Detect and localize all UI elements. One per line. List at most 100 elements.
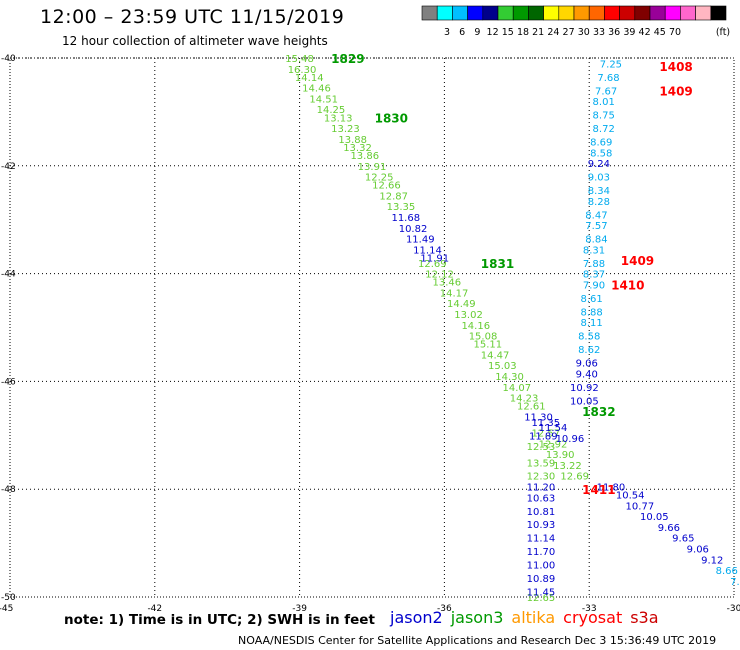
wave-height-value: 13.35	[387, 202, 416, 213]
wave-height-value: 14.30	[495, 372, 524, 383]
wave-height-value: 13.86	[350, 151, 379, 162]
chart-title: 12:00 – 23:59 UTC 11/15/2019	[40, 6, 345, 28]
x-tick-label: -45	[0, 604, 13, 612]
wave-height-value: 13.13	[324, 113, 353, 124]
pass-time-label: 1829	[331, 52, 364, 66]
color-scale-label: 12	[487, 27, 499, 38]
wave-height-value: 13.59	[527, 458, 556, 469]
wave-height-value: 15.08	[469, 332, 498, 343]
wave-height-value: 10.96	[556, 434, 585, 445]
wave-height-value: 8.37	[583, 270, 605, 281]
wave-height-value: 14.14	[295, 73, 324, 84]
wave-height-value: 7.68	[597, 73, 619, 84]
legend-cryosat: cryosat	[563, 608, 623, 627]
wave-height-value: 8.58	[578, 332, 600, 343]
wave-height-value: 10.81	[527, 507, 556, 518]
pass-time-label: 1411	[582, 483, 615, 497]
wave-height-value: 14.51	[309, 94, 338, 105]
wave-height-value: 14.23	[510, 394, 539, 405]
wave-height-value: 11.00	[527, 561, 556, 572]
wave-height-value: 12.69	[560, 472, 589, 483]
wave-height-value: 11.35	[531, 418, 560, 429]
plot-area: -45 -42 -39 -36 -33 -30 -40 -42 -44 -46 -48 -50 15.4…	[0, 52, 740, 612]
wave-height-value: 7.67	[730, 577, 740, 588]
color-scale-bar: 3 6 9 12 15 18 21 24 27 30 33 36 39 42 45 70 (ft)	[421, 5, 730, 38]
color-scale-label: 33	[593, 27, 605, 38]
color-scale-label: 3	[444, 27, 450, 38]
y-tick-label: -48	[1, 485, 16, 495]
wave-height-value: 12.92	[539, 439, 568, 450]
wave-height-value: 15.48	[285, 54, 314, 65]
wave-height-value: 11.68	[391, 213, 420, 224]
color-scale-label: 6	[459, 27, 465, 38]
wave-height-value: 11.70	[527, 547, 556, 558]
wave-height-value: 11.45	[527, 588, 556, 599]
wave-height-value: 8.61	[580, 294, 602, 305]
wave-height-value: 11.49	[406, 235, 435, 246]
color-scale-label: 39	[623, 27, 635, 38]
wave-height-value: 10.54	[616, 491, 645, 502]
wave-height-value: 12.57	[531, 429, 560, 440]
x-tick-label: -30	[727, 604, 740, 612]
wave-height-value: 8.62	[578, 345, 600, 356]
wave-height-value: 11.54	[539, 423, 568, 434]
y-tick-label: -40	[1, 54, 16, 64]
wave-height-value: 15.11	[474, 340, 503, 351]
wave-height-value: 10.93	[527, 520, 556, 531]
wave-height-value: 13.23	[331, 124, 360, 135]
wave-height-value: 12.12	[425, 270, 454, 281]
wave-height-value: 10.05	[640, 512, 669, 523]
satellite-legend: jason2 jason3 altika cryosat s3a	[390, 608, 667, 627]
color-scale-label: 15	[502, 27, 514, 38]
pass-time-label: 1832	[582, 405, 615, 419]
wave-height-value: 13.90	[546, 450, 575, 461]
legend-jason3: jason3	[450, 608, 504, 627]
y-tick-label: -42	[1, 162, 16, 172]
footnote-text: note: 1) Time is in UTC; 2) SWH is in fe…	[64, 612, 375, 628]
wave-height-value: 14.17	[440, 288, 469, 299]
wave-height-value: 7.67	[595, 86, 617, 97]
wave-height-value: 8.66	[716, 566, 738, 577]
color-scale-label: 18	[517, 27, 529, 38]
wave-height-value: 8.88	[580, 307, 602, 318]
wave-height-value: 12.69	[418, 259, 447, 270]
pass-time-label: 1408	[659, 60, 692, 74]
x-tick-label: -39	[292, 604, 307, 612]
wave-height-value: 11.14	[413, 245, 442, 256]
wave-height-value: 13.02	[454, 310, 483, 321]
pass-time-label: 1409	[621, 254, 654, 268]
wave-height-value: 10.82	[399, 224, 428, 235]
color-swatch	[710, 5, 727, 21]
color-scale-label: 45	[654, 27, 666, 38]
wave-height-value: 12.61	[517, 402, 546, 413]
wave-height-value: 15.03	[488, 361, 517, 372]
wave-height-value: 9.03	[588, 173, 610, 184]
wave-height-value: 7.57	[585, 221, 607, 232]
color-scale-label: 9	[474, 27, 480, 38]
wave-height-value: 14.46	[302, 84, 331, 95]
legend-jason2: jason2	[390, 608, 443, 627]
wave-height-value: 10.63	[527, 493, 556, 504]
wave-height-value: 14.07	[502, 383, 531, 394]
wave-height-value: 8.31	[583, 245, 605, 256]
wave-height-value: 7.88	[583, 259, 605, 270]
wave-height-value: 10.92	[570, 383, 599, 394]
wave-height-value: 9.66	[658, 523, 680, 534]
wave-height-value: 8.75	[593, 111, 615, 122]
plot-frame	[9, 57, 735, 598]
wave-height-value: 13.91	[358, 162, 387, 173]
wave-height-value: 9.40	[576, 369, 598, 380]
color-scale-label: 42	[639, 27, 651, 38]
legend-altika: altika	[511, 608, 556, 627]
x-tick-label: -33	[582, 604, 597, 612]
wave-height-value: 12.53	[527, 442, 556, 453]
x-tick-label: -42	[147, 604, 162, 612]
wave-height-value: 8.01	[593, 97, 615, 108]
wave-height-value: 13.88	[338, 135, 367, 146]
wave-height-value: 11.30	[524, 412, 553, 423]
wave-height-value: 13.22	[553, 461, 582, 472]
pass-time-label: 1410	[611, 278, 644, 292]
wave-height-value: 8.47	[585, 210, 607, 221]
color-scale-label: 36	[608, 27, 620, 38]
wave-height-value: 12.25	[365, 173, 394, 184]
